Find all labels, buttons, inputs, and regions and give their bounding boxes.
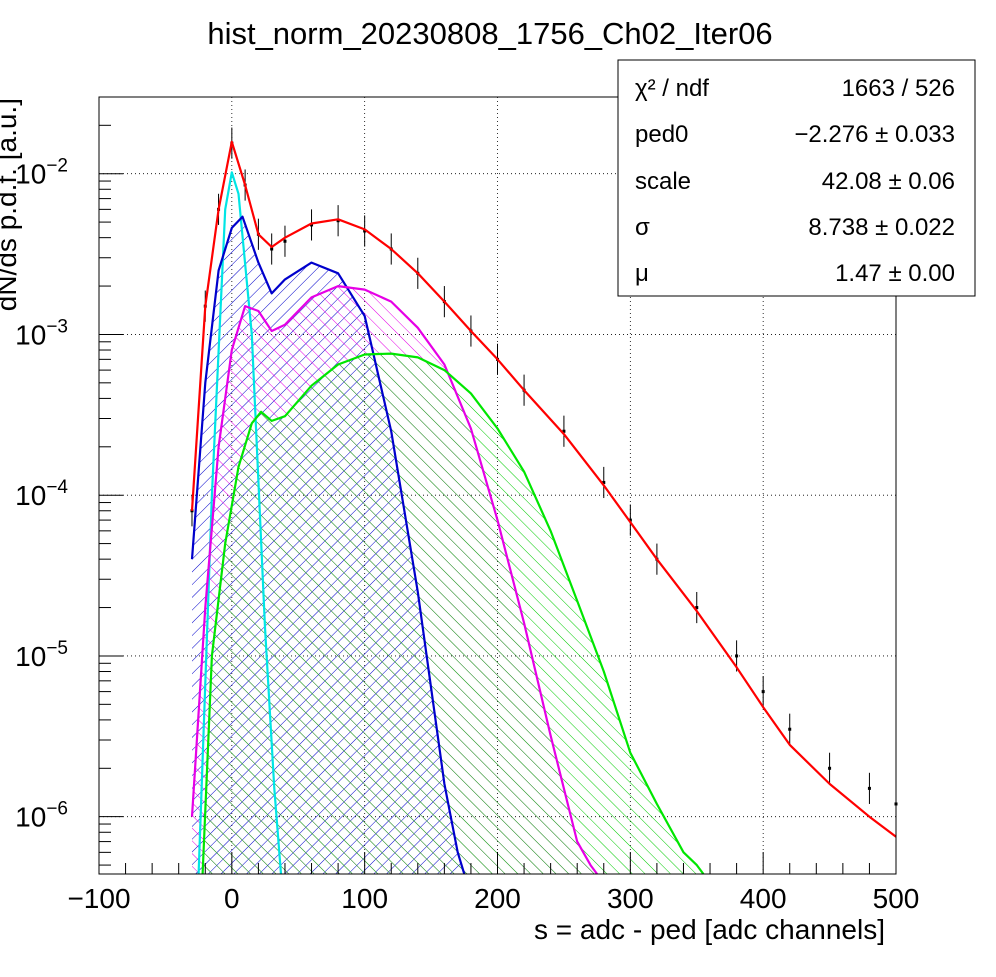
data-point (628, 518, 632, 522)
y-tick-label: 10−5 (15, 638, 68, 672)
double-pe-component-line (190, 285, 598, 875)
data-point (336, 219, 340, 223)
stats-box-frame (617, 59, 976, 297)
stats-chi2-label: χ² / ndf (635, 75, 709, 102)
fit-lines (190, 140, 897, 875)
data-point (602, 480, 606, 484)
stats-box: χ² / ndf 1663 / 526 ped0 −2.276 ± 0.033 … (617, 59, 976, 297)
stats-sigma-label: σ (635, 214, 650, 241)
single-pe-component-line (190, 215, 466, 875)
data-point (788, 727, 792, 731)
data-point (562, 429, 566, 433)
y-axis-label: dN/ds p.d.f. [a.u.] (0, 98, 22, 311)
x-tick-label: 100 (341, 883, 388, 914)
total-fit-line (190, 140, 897, 838)
pedestal-component-line (197, 171, 283, 875)
chart-title: hist_norm_20230808_1756_Ch02_Iter06 (207, 16, 772, 51)
data-point (735, 654, 739, 658)
triple-pe-component-line-fill (202, 353, 704, 875)
x-tick-label: −100 (67, 883, 130, 914)
x-tick-label: 400 (740, 883, 787, 914)
data-point (310, 223, 314, 227)
component-fills (192, 216, 704, 875)
data-point (867, 786, 871, 790)
y-tick-label: 10−2 (15, 156, 68, 190)
x-tick-label: 200 (474, 883, 521, 914)
y-tick-label: 10−3 (15, 316, 68, 350)
axes: −100 0 100 200 300 400 500 10−2 10−3 10−4 10−5 10−6 (15, 96, 920, 914)
data-point (283, 239, 287, 243)
stats-sigma-value: 8.738 ± 0.022 (808, 214, 955, 241)
data-point (695, 606, 699, 610)
data-point (363, 229, 367, 233)
x-axis-label: s = adc - ped [adc channels] (534, 914, 885, 945)
data-point (761, 690, 765, 694)
stats-mu-value: 1.47 ± 0.00 (835, 260, 955, 287)
stats-ped0-value: −2.276 ± 0.033 (794, 121, 955, 148)
x-tick-label: 0 (224, 883, 240, 914)
stats-mu-label: μ (635, 260, 649, 287)
stats-chi2-value: 1663 / 526 (842, 75, 955, 102)
y-tick-label: 10−4 (15, 477, 68, 511)
stats-ped0-label: ped0 (635, 121, 688, 148)
stats-scale-value: 42.08 ± 0.06 (822, 168, 955, 195)
x-tick-label: 300 (607, 883, 654, 914)
stats-scale-label: scale (635, 168, 691, 195)
triple-pe-component-line (201, 352, 705, 875)
y-tick-label: 10−6 (15, 799, 68, 833)
x-tick-label: 500 (873, 883, 920, 914)
data-point (270, 247, 274, 251)
data-point (828, 766, 832, 770)
